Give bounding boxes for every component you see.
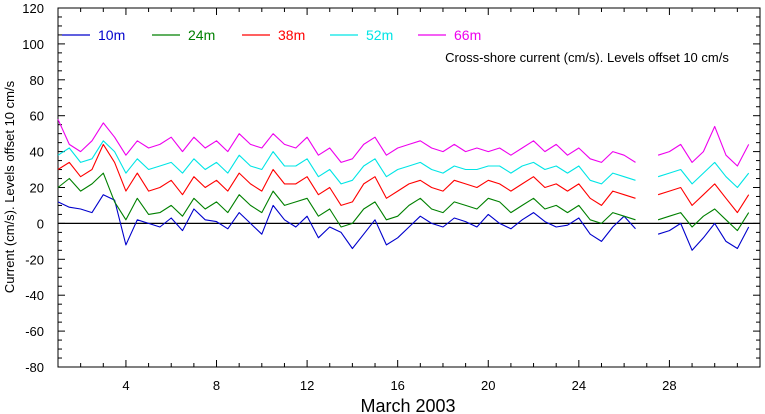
y-tick-label: 40 [30,145,44,160]
y-axis-label: Current (cm/s). Levels offset 10 cm/s [2,80,17,293]
series-line-10m [57,194,750,251]
y-tick-label: 80 [30,73,44,88]
legend-label-66m: 66m [454,27,481,43]
y-tick-label: -20 [25,252,44,267]
x-tick-label: 28 [662,378,676,393]
x-tick-label: 24 [572,378,586,393]
y-tick-label: 20 [30,181,44,196]
series-lines [57,119,750,251]
legend-label-38m: 38m [278,27,305,43]
series-line-38m [57,143,750,214]
x-tick-label: 20 [481,378,495,393]
x-tick-label: 8 [213,378,220,393]
series-line-66m [57,119,750,167]
x-tick-label: 4 [122,378,129,393]
y-tick-label: 60 [30,109,44,124]
legend-label-52m: 52m [366,27,393,43]
legend-label-24m: 24m [188,27,215,43]
legend-label-10m: 10m [98,27,125,43]
y-tick-label: -40 [25,288,44,303]
series-line-24m [57,172,750,232]
y-tick-label: 100 [22,37,44,52]
y-tick-label: 0 [37,216,44,231]
x-tick-label: 12 [300,378,314,393]
y-tick-label: -60 [25,324,44,339]
x-axis-label: March 2003 [360,396,455,414]
y-axis: -80 -60 -40 -20 0 20 40 60 80 100 120 [22,1,760,375]
y-tick-label: 120 [22,1,44,16]
series-line-52m [57,140,750,189]
x-tick-label: 16 [390,378,404,393]
chart-annotation: Cross-shore current (cm/s). Levels offse… [445,50,729,65]
legend: 10m 24m 38m 52m 66m [62,27,481,43]
x-axis: 4 8 12 16 20 24 28 [57,8,761,393]
y-tick-label: -80 [25,360,44,375]
